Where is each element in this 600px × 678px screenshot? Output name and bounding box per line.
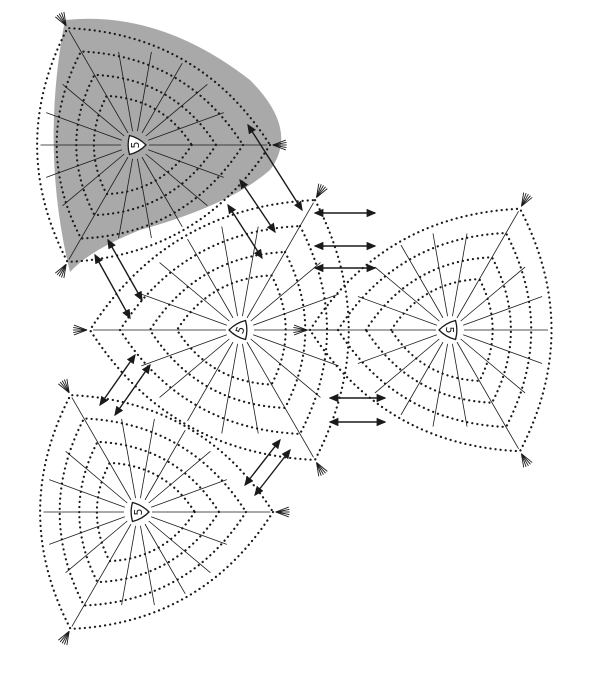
motif: 5 bbox=[293, 192, 553, 468]
stitch-line bbox=[46, 112, 122, 141]
picot-fan bbox=[316, 188, 328, 198]
stitch-line bbox=[137, 158, 152, 239]
stitch-line bbox=[144, 523, 186, 595]
dotted-round bbox=[308, 207, 553, 453]
stitch-line bbox=[460, 266, 526, 322]
picot-fan bbox=[316, 462, 320, 477]
stitch-line bbox=[463, 334, 543, 364]
picot-fan bbox=[73, 324, 88, 331]
motif-number-label: 5 bbox=[443, 327, 456, 334]
center-ring bbox=[127, 134, 147, 156]
stitch-line bbox=[68, 30, 129, 134]
join-arrow bbox=[99, 353, 136, 407]
join-arrow bbox=[107, 238, 143, 302]
stitch-line bbox=[221, 343, 238, 434]
stitch-line bbox=[400, 244, 444, 319]
picot-fan bbox=[521, 197, 533, 207]
stitch-line bbox=[148, 520, 211, 574]
picot-fan bbox=[55, 263, 67, 274]
stitch-line bbox=[242, 343, 259, 434]
stitch-line bbox=[65, 450, 128, 504]
stitch-line bbox=[144, 429, 186, 501]
motif: 5 bbox=[39, 378, 290, 646]
picot-fan bbox=[275, 511, 289, 518]
stitch-line bbox=[140, 525, 155, 606]
center-ring bbox=[130, 501, 150, 523]
motif-number-label: 5 bbox=[129, 142, 142, 149]
stitch-line bbox=[357, 334, 437, 364]
stitch-line bbox=[463, 296, 543, 326]
stitch-line bbox=[71, 397, 132, 501]
stitch-line bbox=[250, 262, 321, 322]
stitch-line bbox=[374, 338, 440, 394]
stitch-line bbox=[141, 334, 227, 367]
stitch-line bbox=[456, 341, 519, 450]
stitch-line bbox=[62, 83, 125, 137]
motif-number-label: 5 bbox=[233, 325, 248, 336]
dotted-round bbox=[36, 26, 272, 264]
stitch-line bbox=[140, 418, 155, 499]
join-arrow bbox=[254, 448, 291, 497]
stitch-line bbox=[187, 341, 234, 422]
stitch-line bbox=[68, 156, 129, 260]
picot-fan bbox=[293, 324, 308, 331]
join-arrow bbox=[94, 253, 131, 320]
stitch-line bbox=[246, 341, 314, 458]
stitch-line bbox=[118, 158, 133, 239]
stitch-line bbox=[141, 62, 183, 134]
stitch-line bbox=[118, 51, 133, 132]
stitch-line bbox=[432, 233, 448, 317]
stitch-line bbox=[253, 334, 339, 367]
stitch-line bbox=[145, 153, 208, 207]
stitch-line bbox=[151, 479, 227, 508]
stitch-line bbox=[151, 516, 227, 545]
stitch-line bbox=[187, 238, 234, 319]
stitch-line bbox=[250, 338, 321, 398]
stitch-line bbox=[148, 149, 224, 178]
stitch-line bbox=[253, 293, 339, 326]
stitch-line bbox=[49, 479, 125, 508]
stitch-line bbox=[148, 112, 224, 141]
center-ring bbox=[228, 319, 248, 341]
stitch-line bbox=[159, 262, 230, 322]
stitch-line bbox=[400, 341, 444, 416]
picot-fan bbox=[66, 378, 70, 393]
join-arrow bbox=[244, 438, 281, 487]
stitch-line bbox=[46, 149, 122, 178]
dotted-round bbox=[39, 393, 275, 631]
center-ring bbox=[438, 319, 458, 341]
stitch-line bbox=[452, 233, 468, 317]
stitch-line bbox=[456, 210, 519, 319]
dotted-round bbox=[88, 198, 350, 462]
join-arrow bbox=[114, 363, 151, 417]
stitch-line bbox=[62, 153, 125, 207]
stitch-line bbox=[452, 343, 468, 427]
join-arrow bbox=[239, 178, 276, 234]
stitch-line bbox=[137, 51, 152, 132]
picot-fan bbox=[58, 630, 70, 641]
stitch-line bbox=[159, 338, 230, 398]
stitch-line bbox=[246, 202, 314, 319]
stitch-line bbox=[460, 338, 526, 394]
picot-fan bbox=[63, 11, 67, 26]
stitch-line bbox=[221, 226, 238, 317]
stitch-line bbox=[71, 523, 132, 627]
stitch-line bbox=[145, 83, 208, 137]
stitch-line bbox=[121, 418, 136, 499]
stitch-line bbox=[141, 156, 183, 228]
stitch-line bbox=[432, 343, 448, 427]
motif-number-label: 5 bbox=[132, 509, 145, 516]
stitch-line bbox=[141, 293, 227, 326]
join-arrow bbox=[247, 123, 303, 212]
stitch-line bbox=[65, 520, 128, 574]
stitch-line bbox=[121, 525, 136, 606]
join-arrow bbox=[227, 203, 263, 260]
picot-fan bbox=[520, 453, 525, 468]
stitch-line bbox=[148, 450, 211, 504]
stitch-line bbox=[374, 266, 440, 322]
stitch-line bbox=[357, 296, 437, 326]
stitch-line bbox=[49, 516, 125, 545]
